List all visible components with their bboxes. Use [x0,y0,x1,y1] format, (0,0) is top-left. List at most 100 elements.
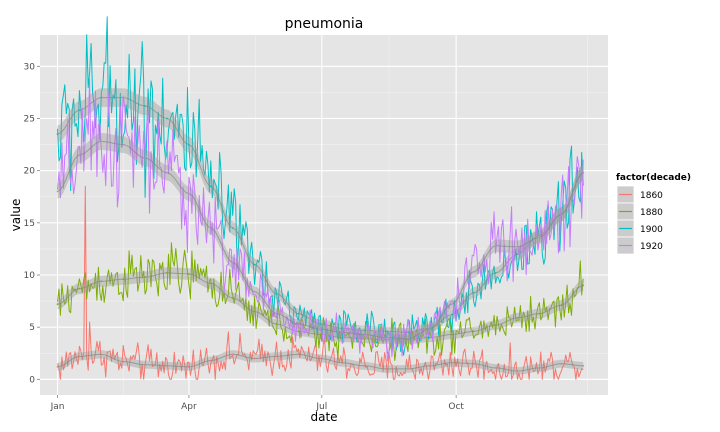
legend-label: 1900 [640,225,663,235]
y-tick-label: 0 [29,375,35,385]
data-point [253,263,256,266]
data-point [166,272,168,274]
data-point [144,276,147,278]
legend-items: 1860 1880 1900 1920 [616,185,663,255]
data-point [166,364,168,367]
data-point [144,363,147,366]
x-axis-title: date [310,410,337,424]
data-point [122,278,125,281]
data-point [516,316,519,319]
data-point [209,227,212,229]
series-1900 [56,16,585,356]
legend-item-1860: 1860 [616,185,663,204]
data-point [209,185,212,188]
data-point [231,353,234,356]
data-point [582,284,585,287]
data-point [275,355,278,358]
data-point [188,273,190,275]
data-point [166,171,168,174]
legend-item-1920: 1920 [616,236,663,255]
data-point [166,117,168,120]
data-point [275,312,278,315]
x-tick-label: Apr [181,402,197,412]
data-point [472,330,475,333]
x-tick-label: Oct [448,402,464,412]
legend-label: 1880 [640,208,663,218]
data-point [341,361,344,364]
series-1860 [56,185,585,380]
data-point [319,333,322,336]
data-point [472,271,475,273]
data-point [494,367,497,369]
data-point [582,171,585,174]
data-point [341,331,344,334]
data-point [407,337,409,340]
data-point [538,236,541,239]
series-line-1920 [57,78,584,362]
data-point [319,357,322,360]
data-point [385,336,387,339]
data-point [363,333,366,336]
data-point [253,357,256,360]
data-point [450,313,453,316]
data-point [188,192,190,195]
data-point [538,367,541,369]
confidence-band-1860 [57,350,584,375]
data-point [231,297,234,299]
minor-gridlines [40,35,608,395]
data-point [429,328,431,331]
legend-title: factor(decade) [616,173,691,183]
data-point [209,282,212,285]
data-point [78,109,81,111]
data-point [188,143,190,146]
data-point [56,365,59,368]
y-tick-label: 20 [24,167,36,177]
legend-item-1880: 1880 [616,202,663,221]
data-point [538,312,541,315]
y-tick-label: 15 [24,219,35,229]
data-point [78,287,81,290]
data-point [100,353,103,356]
data-point [450,303,453,306]
data-point [560,304,563,307]
data-point [209,359,212,362]
data-point [494,324,497,326]
data-point [78,154,81,156]
series-layer [56,16,585,380]
data-point [385,368,387,370]
data-point [560,213,563,216]
series-line-1900 [57,16,584,356]
data-point [494,272,497,274]
data-point [341,327,344,330]
data-point [429,364,431,367]
data-point [56,190,59,193]
data-point [297,323,300,325]
data-point [363,364,366,367]
data-point [516,245,519,248]
data-point [100,140,103,143]
data-point [516,370,519,372]
data-point [297,312,300,315]
data-point [319,328,322,331]
data-point [122,143,125,146]
data-point [231,261,234,264]
data-point [472,291,475,294]
legend-label: 1920 [640,242,663,252]
data-point [407,368,409,370]
y-tick-label: 25 [24,114,35,124]
y-axis-title: value [9,199,23,232]
series-1920 [56,78,585,362]
data-point [450,333,453,336]
legend-label: 1860 [640,191,663,201]
legend-item-1900: 1900 [616,219,663,238]
data-point [385,330,387,333]
data-point [231,227,234,229]
data-point [450,361,453,364]
y-tick-label: 30 [24,62,36,72]
data-point [253,310,256,313]
data-point [407,331,409,334]
data-point [494,244,497,247]
chart-title: pneumonia [285,16,364,32]
data-point [144,157,147,160]
